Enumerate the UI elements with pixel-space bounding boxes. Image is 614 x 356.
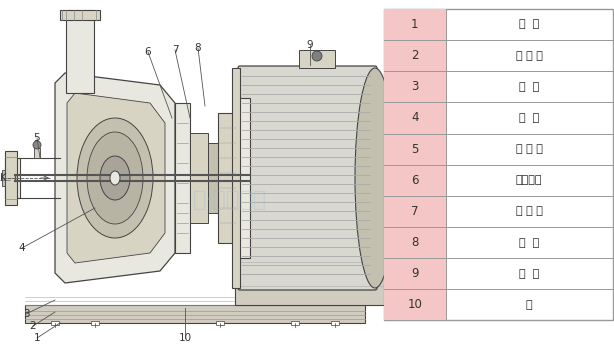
- Bar: [384, 71, 446, 103]
- Bar: [216, 321, 224, 325]
- Text: 7: 7: [172, 45, 178, 55]
- Text: 10: 10: [179, 333, 192, 343]
- Bar: [384, 40, 446, 71]
- Text: 机械密封: 机械密封: [516, 175, 542, 185]
- Text: 8: 8: [411, 236, 418, 249]
- Ellipse shape: [33, 141, 41, 149]
- Bar: [384, 9, 446, 40]
- Text: 9: 9: [411, 267, 418, 280]
- Bar: [34, 148, 40, 158]
- Ellipse shape: [100, 156, 130, 200]
- Text: 取 压 孔: 取 压 孔: [516, 144, 543, 154]
- Text: 6: 6: [411, 174, 418, 187]
- Bar: [384, 164, 446, 196]
- Text: K: K: [0, 173, 6, 183]
- Bar: [384, 227, 446, 258]
- Ellipse shape: [87, 132, 143, 224]
- Text: 放 水 孔: 放 水 孔: [516, 51, 543, 61]
- Bar: [384, 103, 446, 134]
- Text: 4: 4: [18, 243, 25, 253]
- Bar: [384, 9, 613, 320]
- Text: 电  机: 电 机: [519, 269, 539, 279]
- Bar: [60, 10, 100, 20]
- Bar: [208, 143, 218, 213]
- Bar: [299, 50, 335, 68]
- Ellipse shape: [312, 51, 322, 61]
- Polygon shape: [55, 73, 175, 283]
- Ellipse shape: [355, 68, 395, 288]
- Bar: [51, 321, 59, 325]
- Bar: [384, 196, 446, 227]
- Text: 3: 3: [411, 80, 418, 93]
- Bar: [291, 321, 299, 325]
- Text: 6: 6: [145, 47, 151, 57]
- Ellipse shape: [110, 171, 120, 185]
- Bar: [2, 170, 5, 186]
- Bar: [331, 321, 339, 325]
- Text: 8: 8: [195, 43, 201, 53]
- Ellipse shape: [77, 118, 153, 238]
- Text: 3: 3: [23, 309, 29, 319]
- Text: 1: 1: [411, 18, 418, 31]
- Text: 挡 水 圈: 挡 水 圈: [516, 206, 543, 216]
- Bar: [25, 305, 365, 323]
- Bar: [384, 134, 446, 164]
- Polygon shape: [67, 93, 165, 263]
- Text: 端  盖: 端 盖: [519, 237, 539, 247]
- Text: 泵  体: 泵 体: [519, 82, 539, 92]
- Text: 7: 7: [411, 205, 418, 218]
- Text: 4: 4: [411, 111, 418, 125]
- Bar: [91, 321, 99, 325]
- Text: 1: 1: [34, 333, 41, 343]
- Bar: [235, 250, 400, 305]
- Bar: [5, 158, 20, 198]
- Bar: [384, 289, 446, 320]
- Bar: [66, 10, 94, 93]
- Bar: [232, 68, 240, 288]
- Text: 叶  轮: 叶 轮: [519, 113, 539, 123]
- Text: 5: 5: [34, 133, 41, 143]
- Text: 2: 2: [29, 321, 36, 331]
- Bar: [238, 98, 250, 258]
- Text: 嘉·龙洋泵阀: 嘉·龙洋泵阀: [193, 190, 267, 210]
- Text: 5: 5: [411, 142, 418, 156]
- Bar: [190, 133, 208, 223]
- Bar: [5, 151, 17, 205]
- Text: 9: 9: [306, 40, 313, 50]
- Text: 底  座: 底 座: [519, 20, 539, 30]
- Bar: [384, 258, 446, 289]
- Text: 轴: 轴: [526, 300, 532, 310]
- Bar: [218, 113, 238, 243]
- Text: 10: 10: [407, 298, 422, 312]
- FancyBboxPatch shape: [238, 66, 377, 290]
- Bar: [175, 103, 190, 253]
- Text: 2: 2: [411, 49, 418, 62]
